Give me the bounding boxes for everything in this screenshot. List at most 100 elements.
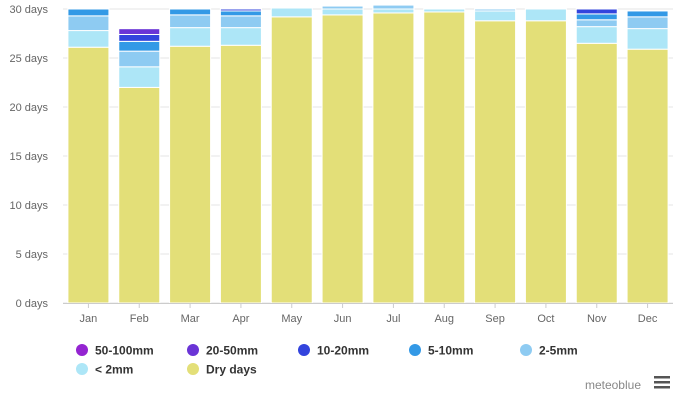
legend-swatch bbox=[76, 363, 88, 375]
bar-stack-jan[interactable] bbox=[67, 8, 110, 304]
bar-segment[interactable] bbox=[524, 8, 567, 22]
bar-stacks bbox=[67, 4, 669, 304]
bar-segment[interactable] bbox=[575, 26, 618, 44]
bar-segment[interactable] bbox=[321, 5, 364, 10]
legend-swatch bbox=[520, 344, 532, 356]
y-tick-label: 5 days bbox=[16, 249, 49, 261]
bar-stack-oct[interactable] bbox=[524, 8, 567, 304]
bar-segment[interactable] bbox=[626, 16, 669, 30]
bar-segment[interactable] bbox=[270, 7, 313, 18]
bar-segment[interactable] bbox=[524, 20, 567, 304]
bar-segment[interactable] bbox=[118, 50, 161, 68]
y-tick-label: 30 days bbox=[9, 4, 48, 16]
legend-label: 2-5mm bbox=[539, 344, 578, 358]
legend-label: 5-10mm bbox=[428, 344, 473, 358]
bar-segment[interactable] bbox=[169, 14, 212, 29]
x-axis: Jan Feb Mar Apr May Jun Jul Aug Sep Oct Nov Dec bbox=[63, 303, 673, 325]
bar-segment[interactable] bbox=[372, 12, 415, 304]
legend-swatch bbox=[187, 344, 199, 356]
bar-segment[interactable] bbox=[626, 48, 669, 304]
legend-item[interactable]: 20-50mm bbox=[187, 344, 258, 358]
legend: 50-100mm 20-50mm 10-20mm 5-10mm 2-5mm < 2mm Dr… bbox=[76, 344, 578, 377]
menu-line-2 bbox=[654, 381, 670, 384]
bar-segment[interactable] bbox=[67, 46, 110, 304]
bar-segment[interactable] bbox=[270, 16, 313, 304]
legend-label: 50-100mm bbox=[95, 344, 154, 358]
y-tick-label: 0 days bbox=[16, 298, 49, 310]
menu-line-3 bbox=[654, 386, 670, 389]
bar-segment[interactable] bbox=[321, 14, 364, 304]
bar-segment[interactable] bbox=[219, 15, 262, 29]
y-tick-label: 20 days bbox=[9, 102, 48, 114]
bar-stack-mar[interactable] bbox=[169, 8, 212, 304]
legend-item[interactable]: Dry days bbox=[187, 363, 257, 377]
y-tick-label: 15 days bbox=[9, 151, 48, 163]
bar-segment[interactable] bbox=[169, 8, 212, 16]
y-tick-label: 25 days bbox=[9, 53, 48, 65]
bar-segment[interactable] bbox=[219, 8, 262, 12]
bar-segment[interactable] bbox=[118, 86, 161, 304]
legend-item[interactable]: 10-20mm bbox=[298, 344, 369, 358]
bar-segment[interactable] bbox=[423, 11, 466, 304]
bar-segment[interactable] bbox=[118, 28, 161, 35]
bar-stack-feb[interactable] bbox=[118, 27, 161, 304]
x-tick-label: Jun bbox=[334, 313, 352, 325]
bar-segment[interactable] bbox=[67, 8, 110, 17]
bar-segment[interactable] bbox=[219, 10, 262, 17]
legend-swatch bbox=[76, 344, 88, 356]
bar-segment[interactable] bbox=[169, 45, 212, 304]
x-tick-label: Oct bbox=[537, 313, 554, 325]
bar-segment[interactable] bbox=[169, 27, 212, 47]
bar-segment[interactable] bbox=[423, 8, 466, 13]
bar-segment[interactable] bbox=[626, 10, 669, 18]
x-tick-label: May bbox=[281, 313, 302, 325]
grid-lines bbox=[63, 8, 673, 304]
bar-segment[interactable] bbox=[575, 13, 618, 21]
bar-stack-jul[interactable] bbox=[372, 4, 415, 304]
legend-swatch bbox=[187, 363, 199, 375]
legend-swatch bbox=[298, 344, 310, 356]
x-tick-label: Aug bbox=[434, 313, 454, 325]
bar-segment[interactable] bbox=[219, 44, 262, 304]
bar-segment[interactable] bbox=[575, 42, 618, 304]
bar-segment[interactable] bbox=[67, 30, 110, 48]
bar-segment[interactable] bbox=[118, 66, 161, 88]
x-tick-label: Sep bbox=[485, 313, 505, 325]
legend-item[interactable]: 2-5mm bbox=[520, 344, 578, 358]
x-tick-label: Jan bbox=[80, 313, 98, 325]
bar-segment[interactable] bbox=[219, 27, 262, 46]
bar-segment[interactable] bbox=[474, 8, 517, 12]
bar-segment[interactable] bbox=[575, 19, 618, 28]
bar-segment[interactable] bbox=[372, 4, 415, 10]
bar-stack-may[interactable] bbox=[270, 7, 313, 304]
menu-line-1 bbox=[654, 376, 670, 379]
bar-segment[interactable] bbox=[118, 33, 161, 42]
legend-item[interactable]: 5-10mm bbox=[409, 344, 473, 358]
y-axis: 0 days 5 days 10 days 15 days 20 days 25 days… bbox=[9, 4, 48, 310]
bar-segment[interactable] bbox=[118, 40, 161, 52]
bar-segment[interactable] bbox=[118, 27, 161, 30]
bar-stack-dec[interactable] bbox=[626, 10, 669, 304]
bar-segment[interactable] bbox=[474, 20, 517, 304]
hamburger-menu-icon[interactable] bbox=[654, 376, 670, 389]
legend-item[interactable]: 50-100mm bbox=[76, 344, 154, 358]
bar-segment[interactable] bbox=[372, 8, 415, 14]
meteoblue-credit[interactable]: meteoblue bbox=[585, 378, 641, 392]
bar-segment[interactable] bbox=[575, 8, 618, 15]
bar-stack-sep[interactable] bbox=[474, 8, 517, 304]
bar-segment[interactable] bbox=[67, 15, 110, 32]
y-tick-label: 10 days bbox=[9, 200, 48, 212]
bar-segment[interactable] bbox=[321, 8, 364, 16]
bar-stack-apr[interactable] bbox=[219, 8, 262, 304]
legend-swatch bbox=[409, 344, 421, 356]
legend-label: 20-50mm bbox=[206, 344, 258, 358]
bar-segment[interactable] bbox=[474, 10, 517, 22]
bar-stack-jun[interactable] bbox=[321, 5, 364, 304]
bar-stack-nov[interactable] bbox=[575, 8, 618, 304]
x-tick-label: Apr bbox=[232, 313, 249, 325]
x-tick-label: Feb bbox=[130, 313, 149, 325]
bar-segment[interactable] bbox=[626, 28, 669, 50]
bar-stack-aug[interactable] bbox=[423, 8, 466, 304]
legend-item[interactable]: < 2mm bbox=[76, 363, 133, 377]
